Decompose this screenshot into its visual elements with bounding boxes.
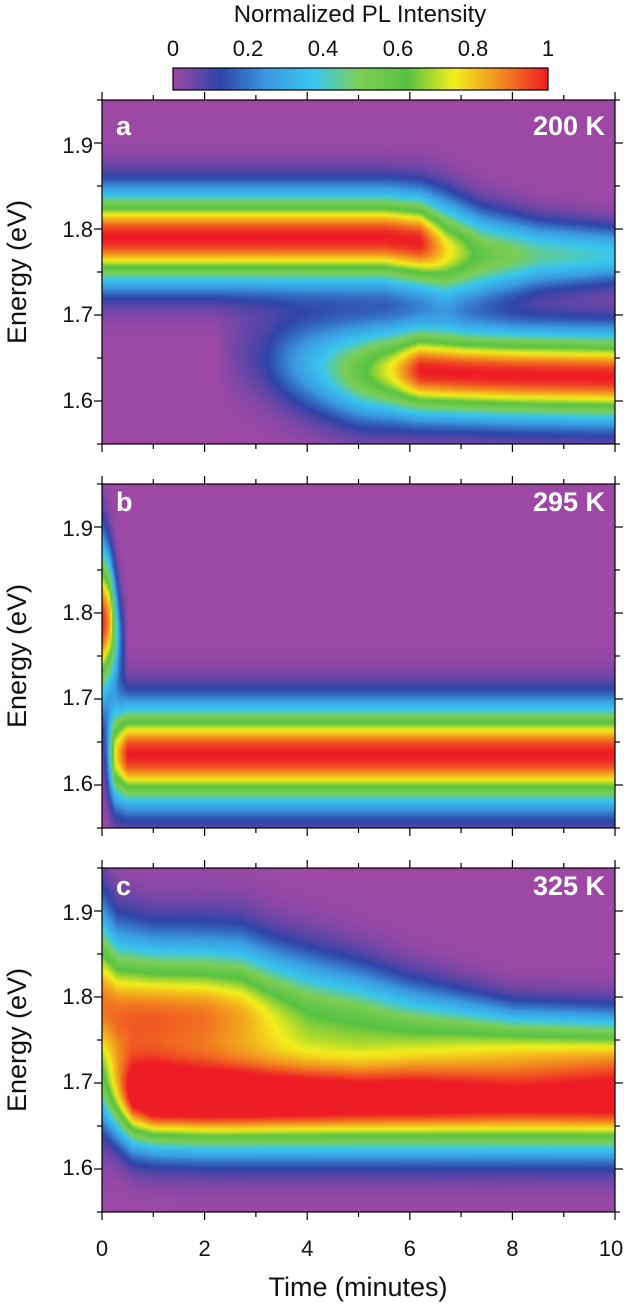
xtick-6: 6	[404, 1236, 416, 1261]
temperature-a: 200 K	[533, 111, 606, 141]
colorbar-tick-1: 0.2	[233, 36, 264, 61]
panel-letter-a: a	[116, 111, 132, 141]
ticks-c	[94, 860, 623, 1220]
colorbar-tick-4: 0.8	[458, 36, 489, 61]
temperature-c: 325 K	[533, 871, 606, 901]
ytick-c-1.8: 1.8	[62, 984, 93, 1009]
xtick-10: 10	[599, 1236, 623, 1261]
colorbar-tick-0: 0	[167, 36, 179, 61]
ytick-a-1.6: 1.6	[62, 388, 93, 413]
ytick-c-1.7: 1.7	[62, 1069, 93, 1094]
ytick-a-1.7: 1.7	[62, 302, 93, 327]
ticks-b	[94, 476, 623, 836]
panel-b: b 295 K 1.6 1.7 1.8 1.9 Energy (eV)	[2, 476, 623, 836]
ylabel-c: Energy (eV)	[2, 968, 32, 1112]
ytick-b-1.7: 1.7	[62, 685, 93, 710]
ticks-a	[94, 92, 623, 452]
heatmap-c	[102, 868, 615, 1212]
xtick-0: 0	[96, 1236, 108, 1261]
colorbar-tick-3: 0.6	[383, 36, 414, 61]
colorbar-gradient	[172, 67, 549, 91]
xtick-8: 8	[506, 1236, 518, 1261]
ytick-b-1.6: 1.6	[62, 771, 93, 796]
colorbar-tick-5: 1	[542, 36, 554, 61]
ytick-c-1.6: 1.6	[62, 1155, 93, 1180]
xtick-2: 2	[198, 1236, 210, 1261]
heatmap-a	[102, 100, 615, 444]
ylabel-a: Energy (eV)	[2, 200, 32, 344]
ylabel-b: Energy (eV)	[2, 584, 32, 728]
ytick-c-1.9: 1.9	[62, 900, 93, 925]
xtick-4: 4	[301, 1236, 313, 1261]
colorbar: Normalized PL Intensity 0 0.2 0.4 0.6 0.…	[167, 1, 554, 91]
heatmap-b	[102, 484, 615, 828]
ytick-b-1.8: 1.8	[62, 600, 93, 625]
panel-letter-b: b	[116, 487, 133, 517]
ytick-a-1.9: 1.9	[62, 133, 93, 158]
ytick-b-1.9: 1.9	[62, 516, 93, 541]
ytick-a-1.8: 1.8	[62, 217, 93, 242]
temperature-b: 295 K	[533, 487, 606, 517]
xlabel: Time (minutes)	[268, 1272, 447, 1302]
colorbar-tick-2: 0.4	[308, 36, 339, 61]
panel-a: a 200 K 1.6 1.7 1.8 1.9 Energy (eV)	[2, 92, 623, 452]
colorbar-label: Normalized PL Intensity	[234, 1, 487, 28]
panel-c: c 325 K 1.6 1.7 1.8 1.9 Energy (eV) 0 2 …	[2, 860, 623, 1302]
panel-letter-c: c	[116, 871, 131, 901]
